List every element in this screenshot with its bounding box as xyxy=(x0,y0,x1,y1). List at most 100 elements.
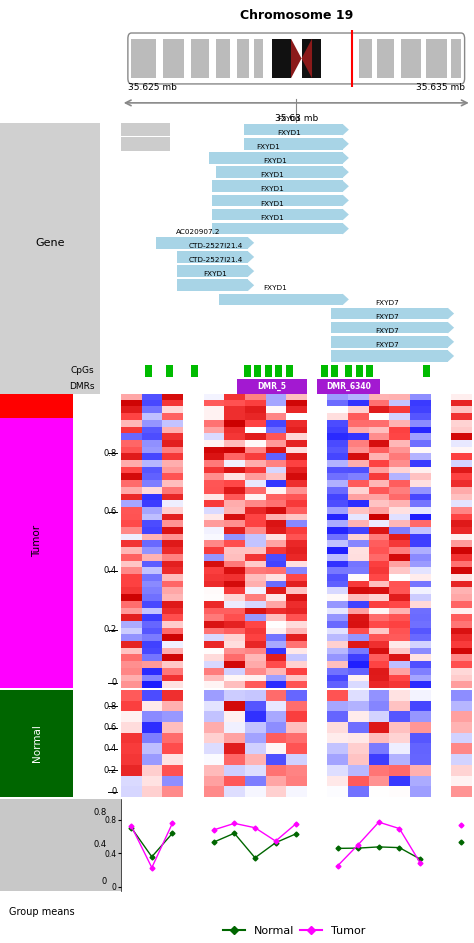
Text: 35.63 mb: 35.63 mb xyxy=(274,113,318,123)
Bar xyxy=(366,365,374,377)
Polygon shape xyxy=(301,39,312,78)
Text: 0.4: 0.4 xyxy=(104,744,117,753)
Bar xyxy=(121,137,170,151)
Text: DMR_5: DMR_5 xyxy=(257,382,286,391)
Text: DMR_6340: DMR_6340 xyxy=(327,382,371,391)
Polygon shape xyxy=(343,124,349,136)
Bar xyxy=(356,365,363,377)
Bar xyxy=(131,39,156,78)
Bar xyxy=(177,279,248,291)
Bar xyxy=(331,350,448,362)
Polygon shape xyxy=(343,152,349,164)
Polygon shape xyxy=(448,350,454,362)
Text: FXYD1: FXYD1 xyxy=(256,144,280,150)
Text: FXYD1: FXYD1 xyxy=(260,187,283,192)
Bar xyxy=(212,194,343,207)
Bar xyxy=(191,39,209,78)
Polygon shape xyxy=(248,279,254,291)
Text: DMRs: DMRs xyxy=(69,382,94,391)
Bar xyxy=(244,124,343,136)
Text: CTD-2527I21.4: CTD-2527I21.4 xyxy=(188,243,243,249)
Text: CTD-2527I21.4: CTD-2527I21.4 xyxy=(188,257,243,263)
Polygon shape xyxy=(448,322,454,334)
Text: 35.635 mb: 35.635 mb xyxy=(416,83,465,92)
Polygon shape xyxy=(248,237,254,249)
Bar xyxy=(301,39,321,78)
Bar xyxy=(121,123,170,137)
Bar xyxy=(212,208,343,221)
Text: 0: 0 xyxy=(112,678,117,687)
Bar xyxy=(359,39,372,78)
Bar xyxy=(264,365,272,377)
Bar xyxy=(331,307,448,320)
Bar xyxy=(156,237,248,249)
Text: 0.6: 0.6 xyxy=(104,723,117,732)
FancyBboxPatch shape xyxy=(128,33,465,84)
Bar xyxy=(237,379,307,394)
Polygon shape xyxy=(248,265,254,277)
Bar xyxy=(426,39,447,78)
Bar xyxy=(244,365,251,377)
Polygon shape xyxy=(343,166,349,178)
Polygon shape xyxy=(343,138,349,150)
Text: 0.2: 0.2 xyxy=(104,766,117,775)
Text: Normal: Normal xyxy=(32,724,42,763)
Text: FXYD1: FXYD1 xyxy=(264,158,287,164)
Polygon shape xyxy=(248,251,254,263)
Bar xyxy=(331,365,338,377)
Polygon shape xyxy=(343,223,349,235)
Text: FXYD1: FXYD1 xyxy=(260,215,283,221)
Text: 0.6: 0.6 xyxy=(104,507,117,517)
Text: FXYD7: FXYD7 xyxy=(375,314,399,320)
Polygon shape xyxy=(343,208,349,221)
Bar xyxy=(177,265,248,277)
Polygon shape xyxy=(291,39,301,78)
Text: 0.8: 0.8 xyxy=(104,449,117,457)
Text: 0.4: 0.4 xyxy=(93,840,106,850)
Text: FXYD7: FXYD7 xyxy=(375,342,399,348)
Bar xyxy=(209,152,343,164)
Polygon shape xyxy=(448,307,454,320)
Text: Tumor: Tumor xyxy=(32,525,42,557)
Text: FXYD1: FXYD1 xyxy=(204,272,228,277)
Bar xyxy=(191,365,198,377)
Bar xyxy=(146,365,153,377)
Text: 0.8: 0.8 xyxy=(104,702,117,711)
Text: Gene: Gene xyxy=(35,238,64,248)
Text: FXYD1: FXYD1 xyxy=(260,201,283,207)
Text: Chromosome 19: Chromosome 19 xyxy=(240,8,353,22)
Bar xyxy=(272,39,291,78)
Bar xyxy=(212,180,343,192)
Text: 35.625 mb: 35.625 mb xyxy=(128,83,177,92)
Bar xyxy=(166,365,173,377)
Bar xyxy=(219,293,343,306)
Legend: Normal, Tumor: Normal, Tumor xyxy=(218,921,370,940)
Bar xyxy=(244,138,343,150)
Bar xyxy=(254,365,261,377)
Bar xyxy=(237,39,249,78)
Bar xyxy=(377,39,394,78)
Bar xyxy=(286,365,293,377)
Polygon shape xyxy=(343,180,349,192)
Bar xyxy=(401,39,421,78)
Text: AC020907.2: AC020907.2 xyxy=(176,229,220,235)
Text: FXYD1: FXYD1 xyxy=(260,173,283,178)
Text: FXYD1: FXYD1 xyxy=(277,130,301,136)
Text: FXYD1: FXYD1 xyxy=(277,116,301,122)
Text: FXYD7: FXYD7 xyxy=(375,300,399,306)
Text: CpGs: CpGs xyxy=(71,366,94,375)
Bar xyxy=(317,379,381,394)
Text: FXYD7: FXYD7 xyxy=(375,328,399,334)
Bar xyxy=(177,251,248,263)
Polygon shape xyxy=(448,336,454,348)
Bar xyxy=(254,39,263,78)
Text: Group means: Group means xyxy=(9,907,75,917)
Bar xyxy=(216,39,229,78)
Bar xyxy=(451,39,461,78)
Bar xyxy=(275,365,282,377)
Bar xyxy=(331,322,448,334)
Text: 0: 0 xyxy=(112,787,117,796)
Bar xyxy=(422,365,429,377)
Text: 0.4: 0.4 xyxy=(104,566,117,575)
Polygon shape xyxy=(343,293,349,306)
